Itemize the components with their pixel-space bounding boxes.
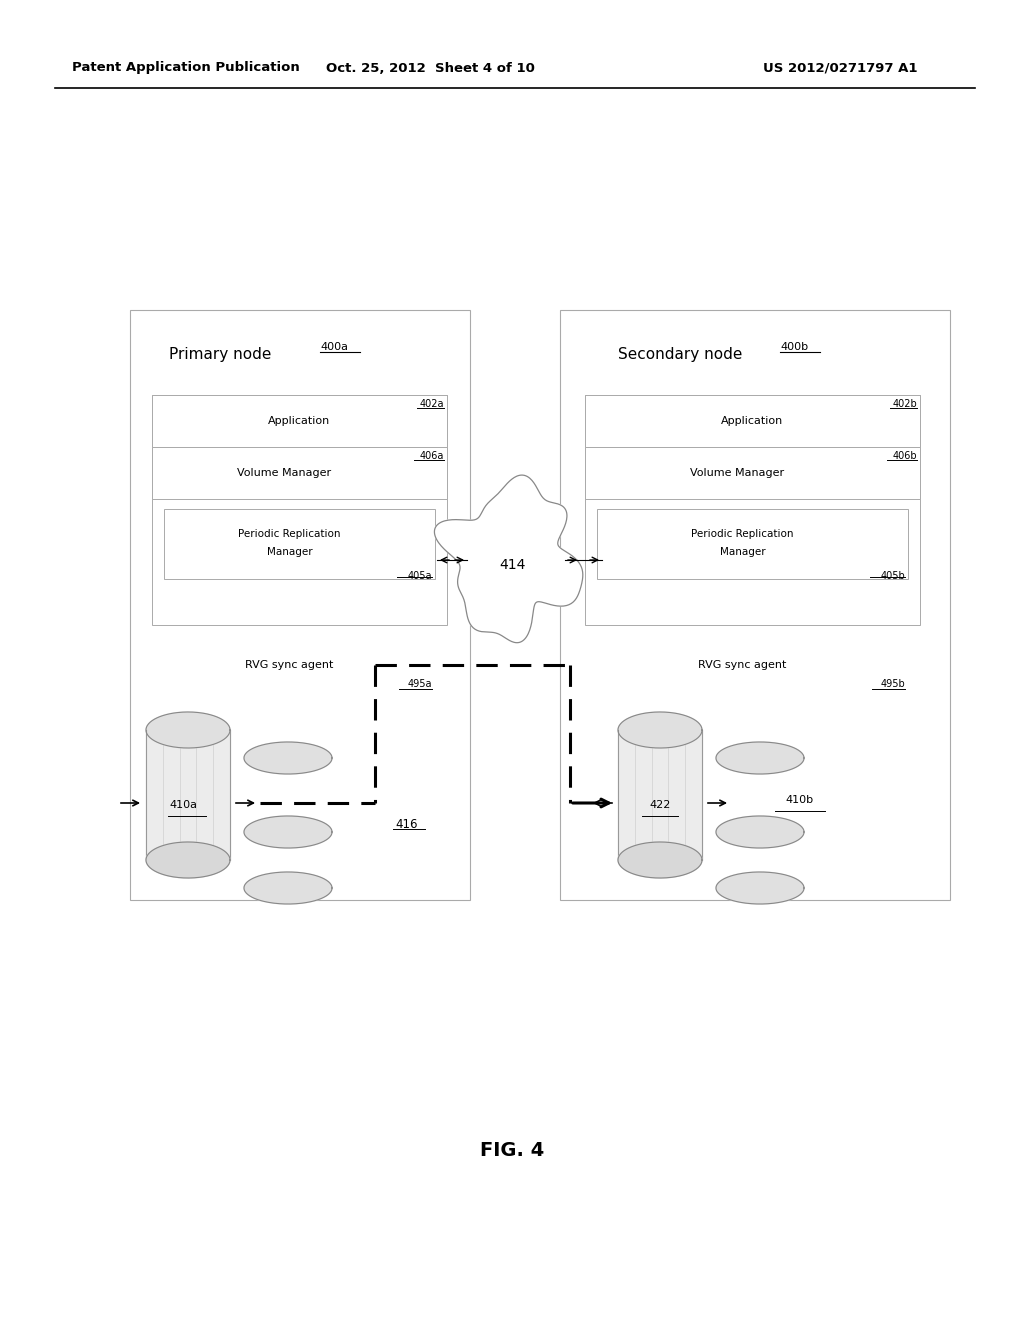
Polygon shape: [618, 711, 702, 748]
Polygon shape: [146, 730, 230, 861]
Polygon shape: [618, 842, 702, 878]
Polygon shape: [618, 730, 702, 861]
Text: 410a: 410a: [169, 800, 197, 810]
Text: Volume Manager: Volume Manager: [238, 469, 332, 478]
Text: Periodic Replication: Periodic Replication: [691, 529, 794, 539]
Text: RVG sync agent: RVG sync agent: [246, 660, 334, 671]
Text: Periodic Replication: Periodic Replication: [239, 529, 341, 539]
Text: Manager: Manager: [720, 546, 765, 557]
Polygon shape: [716, 816, 804, 847]
Text: 422: 422: [649, 800, 671, 810]
Bar: [597, 510, 908, 579]
Bar: [152, 395, 447, 624]
Text: 406b: 406b: [892, 451, 918, 461]
Polygon shape: [244, 873, 332, 904]
Bar: [164, 510, 435, 579]
Text: US 2012/0271797 A1: US 2012/0271797 A1: [763, 62, 918, 74]
Polygon shape: [146, 711, 230, 748]
Bar: [152, 447, 447, 499]
Text: Manager: Manager: [266, 546, 312, 557]
Text: 406a: 406a: [420, 451, 444, 461]
Polygon shape: [244, 742, 332, 774]
Text: 405a: 405a: [408, 572, 432, 581]
Text: FIG. 4: FIG. 4: [480, 1140, 544, 1159]
Text: RVG sync agent: RVG sync agent: [698, 660, 786, 671]
Text: 495b: 495b: [881, 678, 905, 689]
Polygon shape: [716, 873, 804, 904]
Polygon shape: [434, 475, 583, 643]
Text: 410b: 410b: [786, 795, 814, 805]
Polygon shape: [146, 842, 230, 878]
Text: 402a: 402a: [420, 399, 444, 409]
Text: Primary node: Primary node: [169, 347, 271, 363]
Text: Volume Manager: Volume Manager: [690, 469, 784, 478]
Text: Application: Application: [268, 416, 331, 426]
Text: Secondary node: Secondary node: [617, 347, 742, 363]
Text: 400b: 400b: [780, 342, 808, 352]
Bar: [585, 447, 920, 499]
Text: 495a: 495a: [408, 678, 432, 689]
Text: 402b: 402b: [892, 399, 918, 409]
Bar: [130, 310, 470, 900]
Text: Oct. 25, 2012  Sheet 4 of 10: Oct. 25, 2012 Sheet 4 of 10: [326, 62, 535, 74]
Text: Application: Application: [721, 416, 783, 426]
Text: 414: 414: [499, 558, 525, 572]
Bar: [560, 310, 950, 900]
Text: 400a: 400a: [319, 342, 348, 352]
Bar: [585, 395, 920, 624]
Bar: [585, 395, 920, 447]
Polygon shape: [716, 742, 804, 774]
Text: 405b: 405b: [881, 572, 905, 581]
Text: Patent Application Publication: Patent Application Publication: [72, 62, 300, 74]
Polygon shape: [244, 816, 332, 847]
Bar: [152, 395, 447, 447]
Text: 416: 416: [395, 818, 418, 832]
